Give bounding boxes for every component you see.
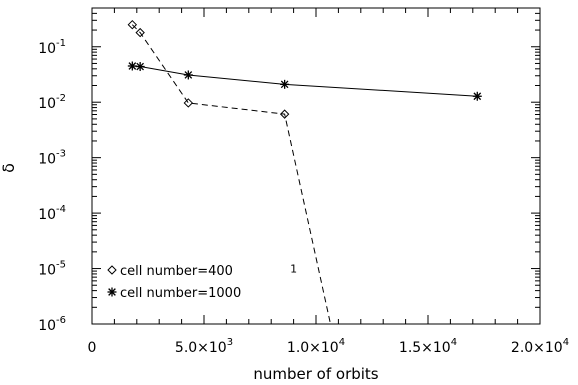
series-lines (127, 19, 482, 324)
annotations: 1 (290, 262, 297, 275)
x-axis-label: number of orbits (253, 365, 378, 383)
marker-stroke (473, 92, 482, 101)
y-tick-label: 10-3 (38, 149, 66, 168)
x-tick-label: 1.0×104 (287, 337, 345, 356)
axis-ticks: 0 5.0×103 1.0×104 1.5×104 2.0×104 10-1 10-2 10-… (38, 7, 569, 356)
legend: cell number=400 cell number=1000 (107, 264, 241, 301)
y-tick-label: 10-4 (38, 204, 66, 223)
marker-diamond (135, 27, 145, 38)
x-tick-label: 2.0×104 (511, 337, 569, 356)
marker-asterisk (183, 70, 193, 80)
y-axis-label: δ (0, 163, 18, 173)
y-tick-label: 10-1 (38, 38, 66, 57)
marker-stroke (136, 62, 144, 71)
y-tick-label: 10-5 (38, 260, 66, 279)
legend-label: cell number=1000 (120, 286, 241, 301)
marker-diamond (107, 265, 117, 275)
marker-stroke (128, 62, 137, 70)
x-tick-label: 1.5×104 (399, 337, 457, 356)
annotation-label: 1 (290, 262, 297, 275)
marker-diamond (127, 19, 138, 30)
x-tick-label: 5.0×103 (175, 337, 233, 356)
marker-asterisk (127, 61, 137, 71)
y-tick-label: 10-2 (38, 93, 66, 112)
y-tick-label: 10-6 (38, 315, 66, 334)
marker-asterisk (135, 62, 145, 72)
marker-stroke (280, 80, 289, 89)
marker-stroke (184, 71, 193, 79)
marker-asterisk (107, 287, 117, 297)
x-tick-label: 0 (88, 340, 97, 356)
series-line (132, 65, 478, 97)
marker-diamond (279, 109, 290, 119)
marker-asterisk (472, 91, 482, 101)
marker-asterisk (280, 79, 290, 89)
marker-stroke (108, 288, 116, 296)
marker-diamond (183, 98, 194, 108)
legend-label: cell number=400 (120, 264, 233, 279)
